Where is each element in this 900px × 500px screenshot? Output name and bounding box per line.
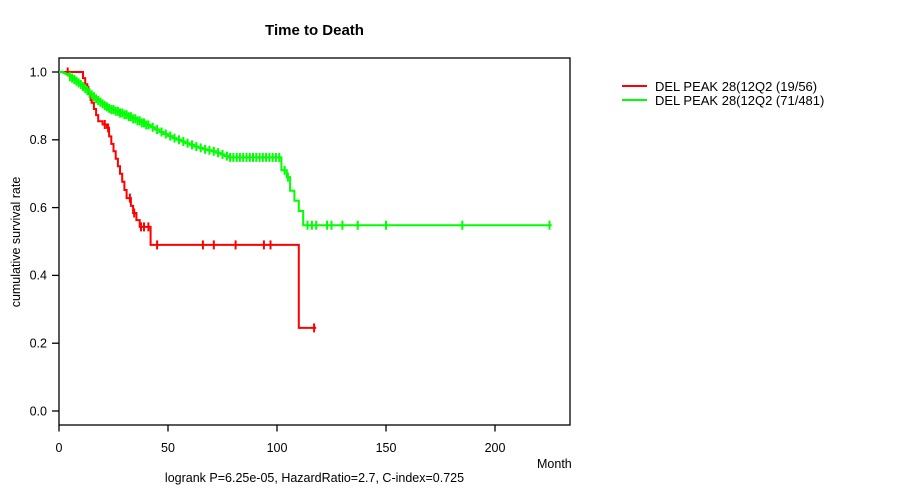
x-axis-title: Month: [537, 457, 572, 471]
y-tick-label: 0.0: [30, 404, 47, 418]
y-tick-label: 1.0: [30, 65, 47, 79]
survival-curve-0: [59, 71, 317, 329]
y-tick-label: 0.6: [30, 201, 47, 215]
y-axis-title: cumulative survival rate: [9, 176, 23, 308]
x-tick-label: 100: [267, 441, 288, 455]
legend-line-icon: [622, 99, 647, 101]
legend-item: DEL PEAK 28(12Q2 (71/481): [622, 92, 825, 108]
chart-title: Time to Death: [265, 22, 364, 39]
legend-label: DEL PEAK 28(12Q2 (19/56): [655, 78, 818, 94]
y-tick-label: 0.4: [30, 269, 47, 283]
y-tick-label: 0.2: [30, 337, 47, 351]
legend-label: DEL PEAK 28(12Q2 (71/481): [655, 92, 825, 108]
legend: DEL PEAK 28(12Q2 (19/56) DEL PEAK 28(12Q2…: [622, 78, 825, 108]
y-tick-label: 0.8: [30, 133, 47, 147]
survival-curve-1: [59, 71, 552, 227]
plot-box: [58, 57, 571, 426]
legend-line-icon: [622, 85, 647, 87]
x-tick-label: 200: [485, 441, 506, 455]
legend-item: DEL PEAK 28(12Q2 (19/56): [622, 78, 824, 94]
stats-annotation: logrank P=6.25e-05, HazardRatio=2.7, C-i…: [164, 471, 465, 485]
x-tick-label: 50: [161, 441, 175, 455]
x-tick-label: 150: [376, 441, 397, 455]
x-tick-label: 0: [56, 441, 63, 455]
